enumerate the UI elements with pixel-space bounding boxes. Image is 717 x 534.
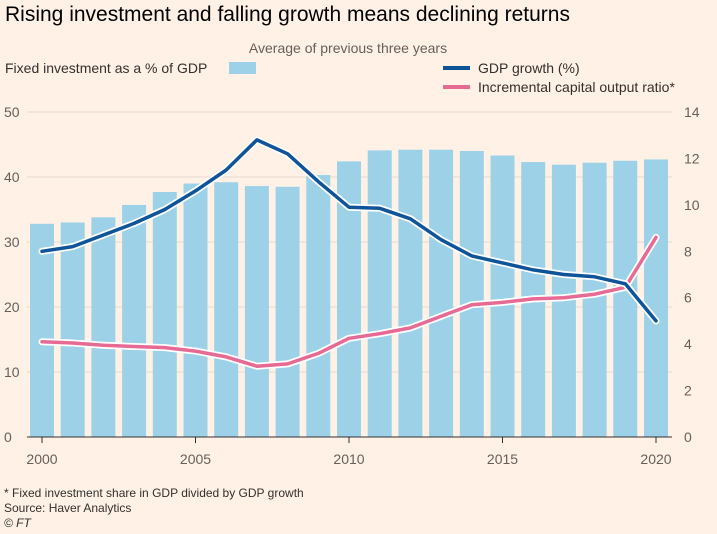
left-y-tick-label: 40	[4, 169, 20, 185]
right-y-tick-label: 6	[684, 290, 692, 306]
right-y-tick-label: 14	[684, 104, 700, 120]
right-y-tick-label: 2	[684, 383, 692, 399]
x-tick-label: 2000	[26, 451, 57, 467]
left-y-tick-label: 50	[4, 104, 20, 120]
bar-2002	[91, 217, 116, 437]
credit: © FT	[4, 516, 31, 530]
legend-swatch-investment	[229, 62, 256, 74]
chart-subtitle: Average of previous three years	[249, 40, 447, 56]
icor-line	[40, 235, 658, 368]
bar-2015	[490, 155, 515, 438]
bar-2006	[214, 182, 239, 437]
bar-2000	[30, 223, 54, 437]
bar-2014	[459, 151, 484, 437]
left-y-tick-label: 0	[4, 429, 12, 445]
bar-2005	[183, 183, 208, 437]
bar-2004	[152, 191, 177, 437]
right-y-tick-label: 12	[684, 150, 700, 166]
line-series	[38, 136, 660, 370]
bar-2007	[244, 186, 269, 437]
bar-2012	[398, 149, 423, 437]
bar-2020	[644, 159, 668, 437]
right-y-tick-label: 10	[684, 197, 700, 213]
legend-label-icor: Incremental capital output ratio*	[478, 79, 675, 95]
footnote: * Fixed investment share in GDP divided …	[4, 486, 304, 500]
bar-2003	[122, 204, 147, 437]
right-y-tick-label: 4	[684, 336, 692, 352]
gdp-growth-line	[40, 138, 658, 323]
bar-2008	[275, 186, 300, 437]
bar-2001	[60, 222, 85, 437]
x-tick-label: 2015	[487, 451, 518, 467]
bar-2011	[367, 150, 392, 437]
right-y-tick-label: 0	[684, 429, 692, 445]
chart-title: Rising investment and falling growth mea…	[5, 3, 570, 26]
left-y-tick-label: 30	[4, 234, 20, 250]
source-note: Source: Haver Analytics	[4, 501, 132, 515]
bar-2013	[429, 149, 454, 437]
left-y-tick-label: 10	[4, 364, 20, 380]
x-tick-label: 2010	[333, 451, 364, 467]
legend-label-gdp-growth: GDP growth (%)	[478, 60, 580, 76]
legend-label-investment: Fixed investment as a % of GDP	[5, 60, 207, 76]
bar-series	[30, 149, 668, 438]
bar-2009	[306, 175, 331, 438]
bar-2018	[582, 162, 607, 437]
x-tick-label: 2005	[180, 451, 211, 467]
right-y-tick-label: 8	[684, 243, 692, 259]
axes: 2000 2005 2010 2015 2020 0 10 20 30 40 50 0 2 4 6 8 10 12…	[4, 104, 700, 467]
left-y-tick-label: 20	[4, 299, 20, 315]
x-tick-label: 2020	[640, 451, 671, 467]
legend: Average of previous three years Fixed inv…	[5, 40, 675, 95]
footer: * Fixed investment share in GDP divided …	[4, 486, 304, 531]
